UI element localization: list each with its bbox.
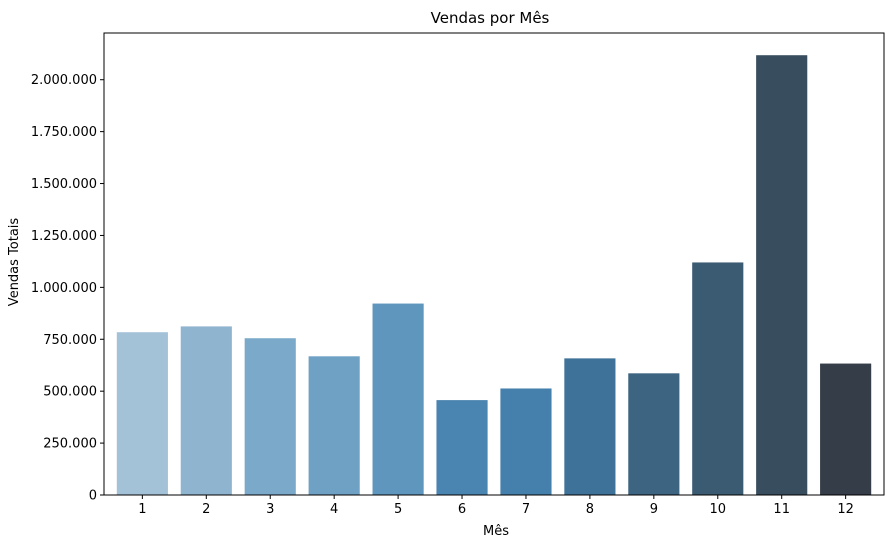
bar-2 bbox=[180, 326, 232, 495]
x-tick-label-6: 6 bbox=[458, 502, 466, 517]
bar-4 bbox=[308, 356, 360, 495]
bar-11 bbox=[756, 55, 808, 495]
x-tick-label-10: 10 bbox=[709, 502, 726, 517]
x-tick-label-4: 4 bbox=[330, 502, 338, 517]
bar-1 bbox=[116, 332, 168, 495]
y-axis-label: Vendas Totais bbox=[7, 218, 22, 307]
chart-title: Vendas por Mês bbox=[431, 9, 550, 27]
bar-7 bbox=[500, 388, 552, 495]
x-tick-label-1: 1 bbox=[138, 502, 146, 517]
x-tick-label-12: 12 bbox=[837, 502, 854, 517]
x-tick-label-8: 8 bbox=[586, 502, 594, 517]
bar-10 bbox=[692, 262, 744, 495]
bar-6 bbox=[436, 400, 488, 495]
y-tick-label-6: 1.500.000 bbox=[31, 177, 97, 192]
bar-9 bbox=[628, 373, 680, 495]
x-tick-label-7: 7 bbox=[522, 502, 530, 517]
x-tick-label-11: 11 bbox=[773, 502, 790, 517]
bar-5 bbox=[372, 303, 424, 495]
x-tick-label-9: 9 bbox=[650, 502, 658, 517]
y-tick-label-5: 1.250.000 bbox=[31, 229, 97, 244]
bar-3 bbox=[244, 338, 296, 495]
y-tick-label-8: 2.000.000 bbox=[31, 73, 97, 88]
y-tick-label-2: 500.000 bbox=[43, 385, 97, 400]
bar-8 bbox=[564, 358, 616, 495]
y-tick-label-0: 0 bbox=[89, 489, 97, 504]
bar-12 bbox=[820, 363, 872, 495]
y-tick-label-7: 1.750.000 bbox=[31, 125, 97, 140]
axes-frame bbox=[103, 32, 885, 496]
y-tick-label-3: 750.000 bbox=[43, 333, 97, 348]
x-tick-label-3: 3 bbox=[266, 502, 274, 517]
y-tick-label-4: 1.000.000 bbox=[31, 281, 97, 296]
x-tick-label-2: 2 bbox=[202, 502, 210, 517]
y-tick-label-1: 250.000 bbox=[43, 437, 97, 452]
plot-area: 1 2 3 4 5 6 7 8 9 10 11 120250.000500.000750.0001.0… bbox=[31, 32, 885, 517]
x-tick-label-5: 5 bbox=[394, 502, 402, 517]
x-axis-label: Mês bbox=[483, 524, 509, 539]
